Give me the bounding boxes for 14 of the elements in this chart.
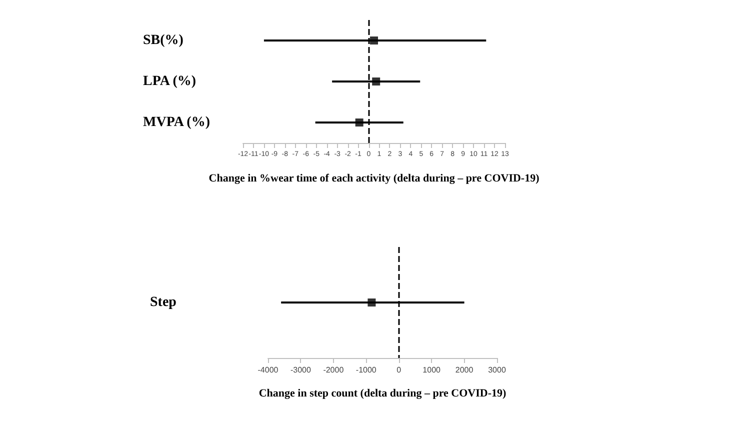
x-tick-label: 1000 <box>422 366 442 374</box>
y-tick-label: LPA (%) <box>143 74 196 89</box>
x-axis-title: Change in %wear time of each activity (delta during – pre COVID-19) <box>208 172 540 184</box>
x-tick-label: 0 <box>396 366 402 374</box>
x-tick-label: -3000 <box>290 366 312 374</box>
x-axis-title: Change in step count (delta during – pre COVID-19) <box>258 388 506 400</box>
x-tick-label: -1000 <box>356 366 377 374</box>
y-tick-label: Step <box>150 295 177 310</box>
x-tick-label: 3000 <box>488 366 506 374</box>
x-tick-label: -4000 <box>258 366 279 374</box>
y-tick-label: SB(%) <box>143 33 184 48</box>
x-tick-label: -2000 <box>323 366 344 374</box>
y-tick-label: MVPA (%) <box>143 115 210 130</box>
x-tick-label: 2000 <box>455 366 474 374</box>
